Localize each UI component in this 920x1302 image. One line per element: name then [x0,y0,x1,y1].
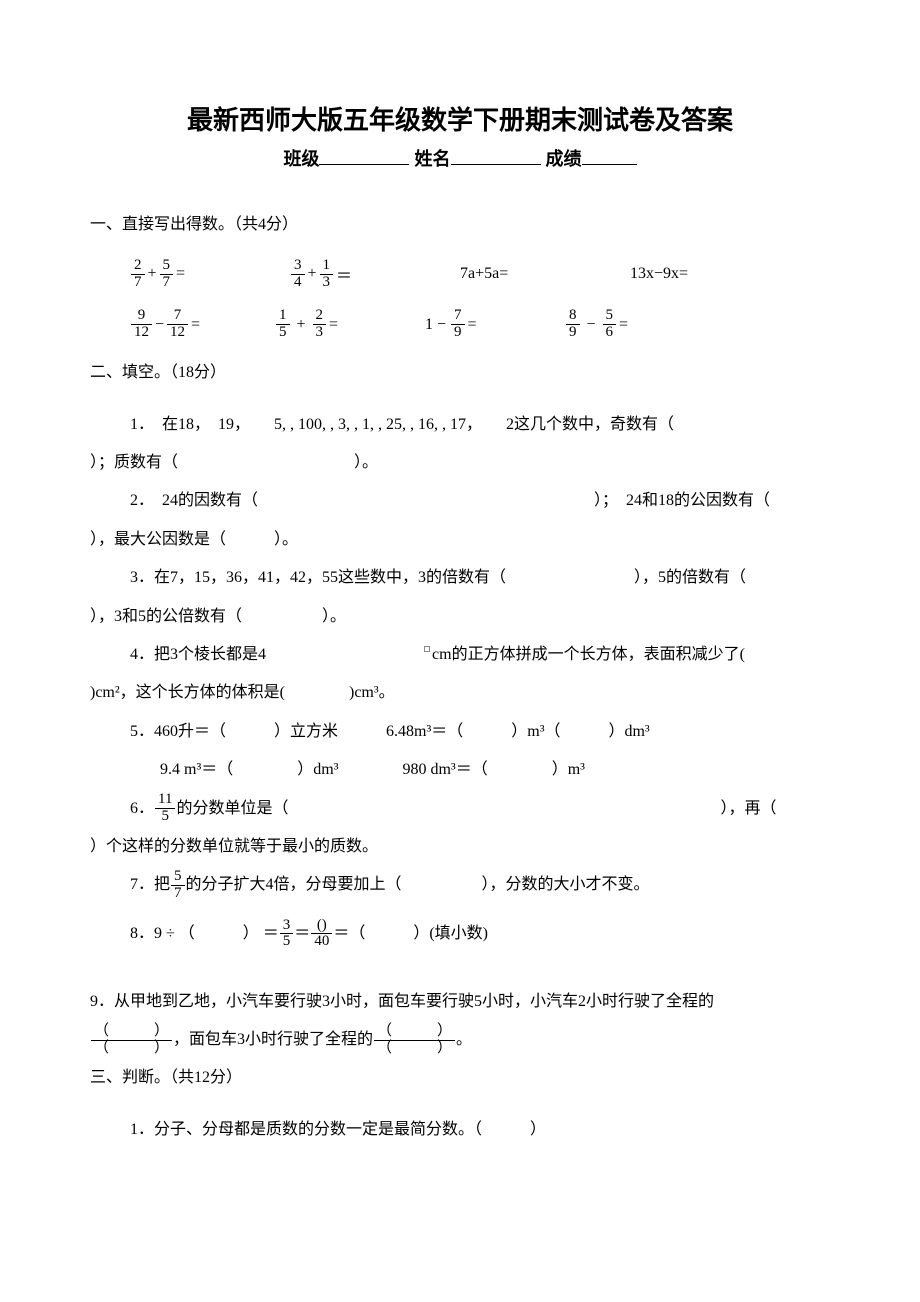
frac-num: 7 [451,308,465,324]
frac-den: 3 [320,274,334,291]
q2-8: 8．9 ÷ （ ） ＝ 35 ＝ ()40 ＝（ ）(填小数) [90,915,830,953]
frac-den: 9 [566,324,580,341]
q2-4a: 4．把3个棱长都是4 cm的正方体拼成一个长方体，表面积减少了( [90,636,830,674]
label-score: 成绩 [546,149,582,169]
q7-post: 的分子扩大4倍，分母要加上（ ），分数的大小才不变。 [186,866,650,904]
op-eq: = [191,316,200,334]
frac-den: 9 [451,324,465,341]
frac-num: （ ） [91,1024,172,1040]
q2-3a: 3．在7，15，36，41，42，55这些数中，3的倍数有（ ），5的倍数有（ [90,559,830,597]
section-1-head: 一、直接写出得数。（共4分） [90,211,830,240]
q9-mid: ，面包车3小时行驶了全程的 [173,1021,373,1059]
q8-pre: 8．9 ÷ （ ） ＝ [130,915,279,953]
calc-row-2: 912 − 712 = 15 + 23 = 1 − 79 = 89 − 56 = [90,308,830,341]
frac-num: 8 [566,308,580,324]
frac-num: 1 [276,308,290,324]
expr-one-minus: 1 − [425,316,446,334]
q8-post: ＝（ ）(填小数) [333,915,488,953]
op-eq: = [619,316,628,334]
frac-den: 7 [160,274,174,291]
q2-7: 7．把 57 的分子扩大4倍，分母要加上（ ），分数的大小才不变。 [90,866,830,904]
frac-den: 6 [603,324,617,341]
expr-7a5a: 7a+5a= [460,265,630,283]
marker-icon [424,646,430,652]
q9-end: 。 [456,1021,472,1059]
q2-3b: ），3和5的公倍数有（ ）。 [90,598,830,636]
frac-num: 9 [131,308,152,324]
q2-6b: ）个这样的分数单位就等于最小的质数。 [90,828,830,866]
frac-num: () [311,918,332,934]
frac-den: 12 [167,324,188,341]
q2-2a: 2． 24的因数有（ ）； 24和18的公因数有（ [90,482,830,520]
op-eq: = [176,265,185,283]
q2-9b: （ ）（ ） ，面包车3小时行驶了全程的 （ ）（ ） 。 [90,1021,830,1059]
q2-1b: ）；质数有（ ）。 [90,444,830,482]
op-plus: + [308,265,317,283]
q3-1: 1．分子、分母都是质数的分数一定是最简分数。（ ） [90,1111,830,1149]
doc-title: 最新西师大版五年级数学下册期末测试卷及答案 [90,100,830,137]
frac-den: 7 [131,274,145,291]
q2-1a: 1． 在18， 19， 5, , 100, , 3, , 1, , 25, , … [90,406,830,444]
q2-4a-pre: 4．把3个棱长都是4 [130,646,266,663]
frac-den: （ ） [91,1040,172,1057]
frac-num: 5 [160,258,174,274]
frac-num: 5 [171,869,185,885]
frac-num: 3 [280,918,294,934]
q8-eq: ＝ [294,915,310,953]
calc-row-1: 27 + 57 = 34 + 13 ＝ 7a+5a= 13x−9x= [90,258,830,291]
frac-den: 4 [291,274,305,291]
q2-6a: 6． 115 的分数单位是（ ），再（ [90,790,830,828]
frac-den: 3 [313,324,327,341]
expr-13x9x: 13x−9x= [630,265,688,283]
op-minus: − [583,316,600,334]
frac-den: 5 [155,808,175,825]
frac-num: 3 [291,258,305,274]
student-info-line: 班级 姓名 成绩 [90,145,830,171]
frac-den: 40 [311,933,332,950]
frac-num: 5 [603,308,617,324]
frac-num: 2 [313,308,327,324]
frac-num: 1 [320,258,334,274]
blank-score [582,149,637,165]
op-minus: − [155,316,164,334]
q2-5b: 9.4 m³＝（ ）dm³ 980 dm³＝（ ）m³ [90,751,830,789]
section-2-head: 二、填空。（18分） [90,359,830,388]
op-plus: + [148,265,157,283]
op-eq: = [468,316,477,334]
frac-den: （ ） [374,1040,455,1057]
frac-num: 11 [155,792,175,808]
section-3-head: 三、判断。（共12分） [90,1064,830,1093]
frac-num: （ ） [374,1024,455,1040]
frac-den: 5 [276,324,290,341]
q2-2b: ），最大公因数是（ ）。 [90,521,830,559]
blank-class [319,149,409,165]
label-name: 姓名 [415,149,451,169]
frac-den: 5 [280,933,294,950]
q6-pre: 6． [130,790,154,828]
op-eq: ＝ [336,262,352,286]
q2-9a: 9．从甲地到乙地，小汽车要行驶3小时，面包车要行驶5小时，小汽车2小时行驶了全程… [90,983,830,1021]
frac-den: 12 [131,324,152,341]
frac-den: 7 [171,885,185,902]
q2-5a: 5．460升＝（ ）立方米 6.48m³＝（ ）m³（ ）dm³ [90,713,830,751]
label-class: 班级 [283,149,319,169]
q2-4a-post: cm的正方体拼成一个长方体，表面积减少了( [432,646,745,663]
op-eq: = [329,316,338,334]
q6-mid: 的分数单位是（ ），再（ [176,790,776,828]
op-plus: + [293,316,310,334]
blank-name [451,149,541,165]
q2-4c: )cm²，这个长方体的体积是( )cm³。 [90,674,830,712]
q7-pre: 7．把 [130,866,170,904]
frac-num: 2 [131,258,145,274]
frac-num: 7 [167,308,188,324]
